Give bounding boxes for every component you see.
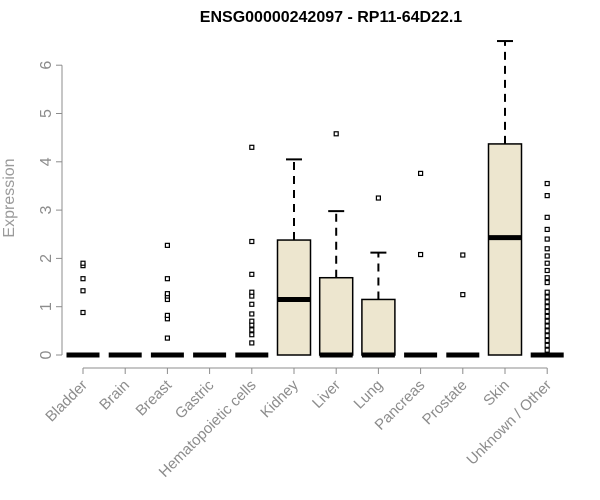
outlier-point <box>544 342 550 348</box>
box-body <box>318 276 354 356</box>
y-tick-label: 3 <box>38 206 55 215</box>
outlier-point <box>164 312 170 318</box>
x-tick-label: Brain <box>96 377 133 414</box>
outlier-point <box>544 323 550 329</box>
outlier-point <box>80 309 86 316</box>
outlier-point <box>249 311 255 317</box>
outlier-point <box>544 313 550 319</box>
x-tick-label: Bladder <box>42 377 91 426</box>
outlier-point <box>249 327 255 333</box>
outlier-point <box>249 271 255 277</box>
outlier-point <box>249 332 255 338</box>
outlier-point <box>460 292 466 298</box>
x-tick-label: Breast <box>133 376 176 419</box>
x-tick-label: Skin <box>480 377 513 410</box>
outlier-point <box>544 246 550 252</box>
outlier-point <box>544 260 550 266</box>
box-group <box>530 180 564 358</box>
y-tick-label: 6 <box>38 61 55 70</box>
y-tick-label: 2 <box>38 254 55 263</box>
outlier-point <box>80 276 86 282</box>
chart-title: ENSG00000242097 - RP11-64D22.1 <box>200 9 463 26</box>
outlier-point <box>375 195 381 201</box>
outlier-point <box>544 193 550 199</box>
box-group <box>404 170 438 358</box>
outlier-point <box>80 260 86 266</box>
outlier-point <box>544 226 550 233</box>
outlier-point <box>164 242 170 248</box>
outlier-point <box>544 289 550 295</box>
y-tick-label: 5 <box>38 109 55 118</box>
box-group <box>66 260 100 358</box>
x-tick-label: Kidney <box>257 376 302 421</box>
outlier-point <box>544 275 550 281</box>
outlier-point <box>544 180 550 187</box>
y-axis: 0 1 2 3 4 5 6 <box>38 61 63 359</box>
outlier-point <box>544 279 550 286</box>
box-group <box>150 242 184 358</box>
outlier-point <box>544 308 550 315</box>
outlier-point <box>544 299 550 305</box>
outlier-point <box>544 328 550 334</box>
box-group <box>446 252 480 358</box>
box-group <box>361 195 396 358</box>
x-tick-label: Lung <box>351 377 387 413</box>
box-group <box>276 158 312 356</box>
y-tick-label: 4 <box>38 157 55 166</box>
box-body <box>487 143 523 356</box>
outlier-point <box>544 333 550 339</box>
outlier-point <box>544 267 550 274</box>
outlier-point <box>164 335 170 341</box>
outlier-point <box>460 252 466 258</box>
outlier-point <box>249 340 255 346</box>
outlier-point <box>249 318 255 324</box>
y-axis-label: Expression <box>1 158 18 237</box>
outlier-point <box>418 251 424 258</box>
outlier-point <box>249 144 255 150</box>
box-body <box>361 298 396 356</box>
outlier-point <box>418 170 424 176</box>
outlier-point <box>80 288 86 294</box>
y-tick-label: 0 <box>38 350 55 359</box>
plot-area <box>66 40 564 358</box>
outlier-point <box>544 253 550 259</box>
y-tick-label: 1 <box>38 302 55 311</box>
box-group <box>487 40 523 356</box>
outlier-point <box>544 304 550 310</box>
outlier-point <box>164 291 170 297</box>
outlier-point <box>544 294 550 300</box>
x-tick-label: Prostate <box>419 377 471 429</box>
box-group <box>235 144 269 358</box>
outlier-point <box>544 214 550 220</box>
x-tick-label: Liver <box>309 377 344 412</box>
outlier-point <box>333 131 339 137</box>
box-group <box>318 131 354 358</box>
outlier-point <box>544 347 550 353</box>
outlier-point <box>249 289 255 295</box>
outlier-point <box>249 301 255 307</box>
outlier-point <box>544 318 550 324</box>
outlier-point <box>164 276 170 282</box>
outlier-point <box>544 337 550 344</box>
outlier-point <box>249 238 255 245</box>
outlier-point <box>544 236 550 242</box>
